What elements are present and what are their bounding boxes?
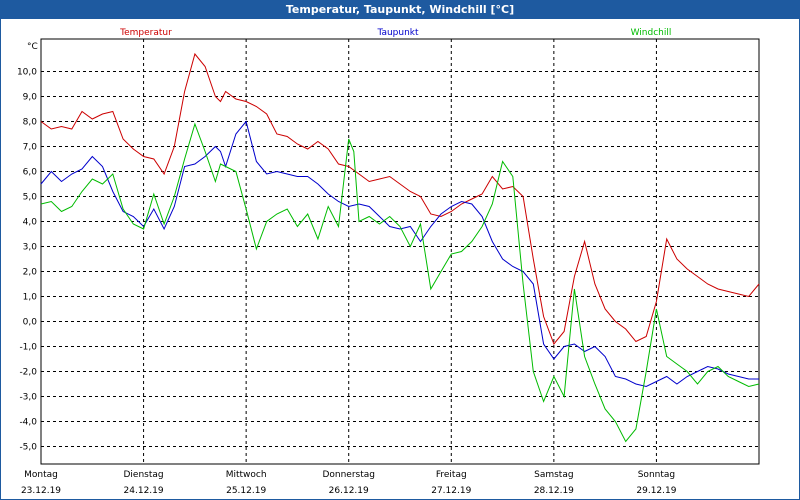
legend-item-temperatur: Temperatur — [119, 28, 172, 38]
legend: Temperatur Taupunkt Windchill — [119, 28, 671, 38]
y-tick-label: -2,0 — [19, 368, 37, 378]
grid — [40, 38, 760, 465]
x-tick-date: 23.12.19 — [21, 486, 61, 496]
y-tick-label: 3,0 — [23, 243, 38, 253]
x-tick-day: Samstag — [534, 470, 573, 480]
x-tick-day: Donnerstag — [322, 470, 375, 480]
x-tick-date: 27.12.19 — [431, 486, 471, 496]
y-tick-label: 2,0 — [23, 268, 38, 278]
x-tick-date: 28.12.19 — [534, 486, 574, 496]
chart-title: Temperatur, Taupunkt, Windchill [°C] — [1, 1, 799, 19]
series-line-windchill — [40, 122, 760, 443]
y-tick-label: 7,0 — [23, 143, 38, 153]
legend-item-taupunkt: Taupunkt — [376, 28, 419, 38]
y-tick-label: 10,0 — [17, 68, 37, 78]
legend-item-windchill: Windchill — [631, 28, 672, 38]
y-tick-label: -3,0 — [19, 393, 37, 403]
y-tick-label: -4,0 — [19, 418, 37, 428]
x-tick-date: 29.12.19 — [636, 486, 676, 496]
x-tick-day: Mittwoch — [226, 470, 267, 480]
y-axis-label: °C — [27, 42, 38, 52]
x-tick-labels: Montag 23.12.19 Dienstag 24.12.19 Mittwoch 25… — [21, 470, 677, 496]
y-tick-label: -1,0 — [19, 343, 37, 353]
x-tick-day: Dienstag — [124, 470, 164, 480]
y-tick-label: 5,0 — [23, 193, 38, 203]
y-tick-label: 1,0 — [23, 293, 38, 303]
series-lines — [40, 52, 760, 443]
y-tick-label: 0,0 — [23, 318, 38, 328]
y-tick-label: 4,0 — [23, 218, 38, 228]
x-tick-date: 25.12.19 — [226, 486, 266, 496]
y-tick-label: 6,0 — [23, 168, 38, 178]
y-tick-label: 9,0 — [23, 93, 38, 103]
y-tick-labels: -5,0 -4,0 -3,0 -2,0 -1,0 0,0 1,0 2,0 3,0 4,0 5,0 6,… — [17, 68, 37, 453]
x-tick-day: Freitag — [436, 470, 467, 480]
x-tick-date: 26.12.19 — [329, 486, 369, 496]
y-tick-label: -5,0 — [19, 443, 37, 453]
x-tick-day: Montag — [24, 470, 58, 480]
series-line-taupunkt — [40, 120, 759, 388]
x-tick-date: 24.12.19 — [124, 486, 164, 496]
series-line-temperatur — [40, 52, 760, 345]
x-tick-day: Sonntag — [638, 470, 675, 480]
plot-area-border — [40, 38, 760, 465]
y-tick-label: 8,0 — [23, 118, 38, 128]
